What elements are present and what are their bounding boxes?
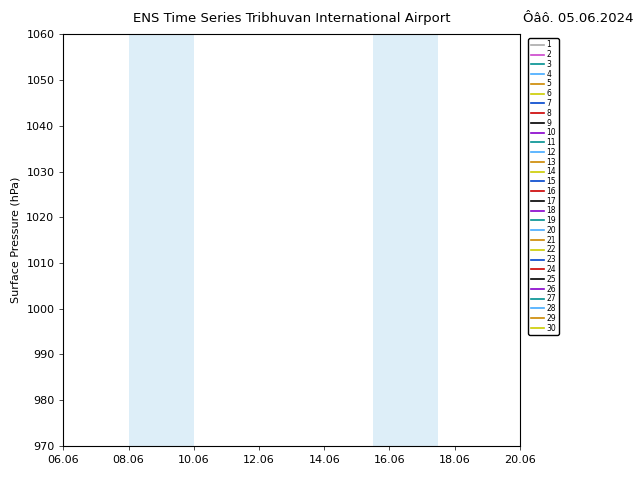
Text: ENS Time Series Tribhuvan International Airport: ENS Time Series Tribhuvan International … [133,12,450,25]
Bar [129,34,194,446]
Y-axis label: Surface Pressure (hPa): Surface Pressure (hPa) [11,177,21,303]
Text: Ôâô. 05.06.2024 14 UTC: Ôâô. 05.06.2024 14 UTC [523,12,634,25]
Bar [373,34,438,446]
Legend: 1, 2, 3, 4, 5, 6, 7, 8, 9, 10, 11, 12, 13, 14, 15, 16, 17, 18, 19, 20, 21, 22, 2: 1, 2, 3, 4, 5, 6, 7, 8, 9, 10, 11, 12, 1… [528,38,559,335]
